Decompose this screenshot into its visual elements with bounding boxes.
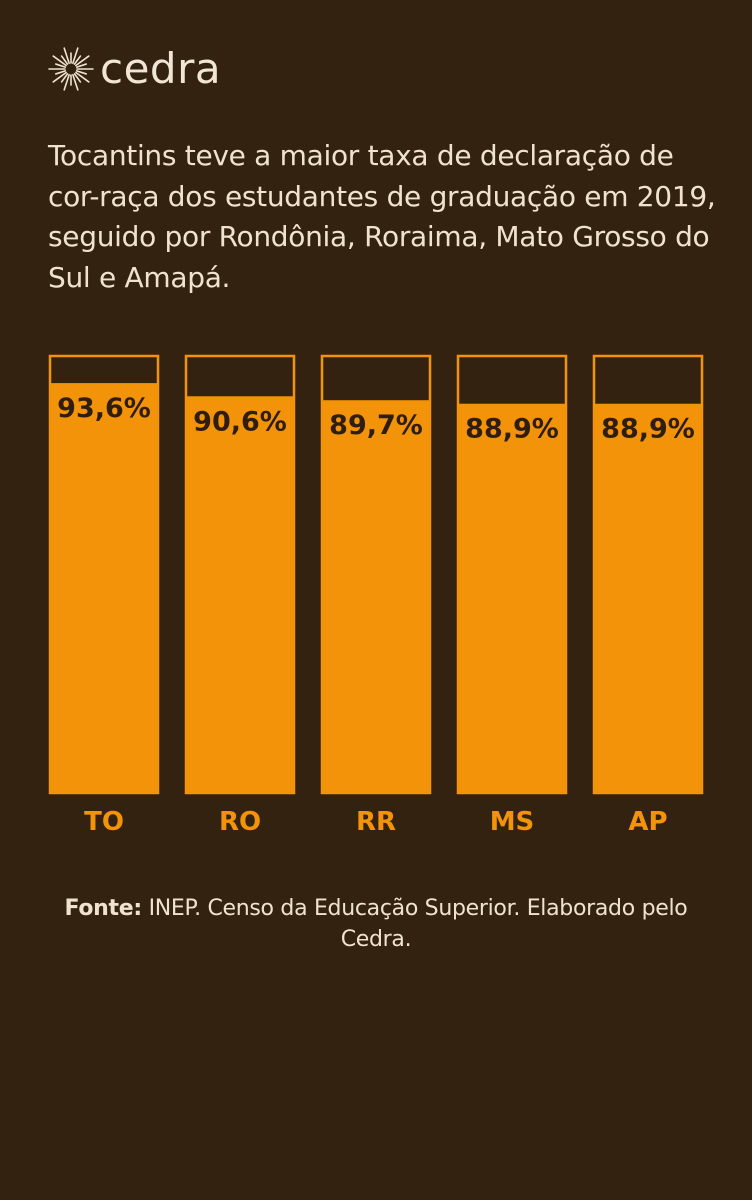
sun-ray <box>63 47 70 65</box>
sun-ray <box>72 47 79 65</box>
category-label: RO <box>219 807 261 837</box>
brand-name: cedra <box>100 44 222 93</box>
sun-ray <box>60 73 69 83</box>
sun-ray <box>54 63 67 68</box>
category-label: MS <box>490 807 535 837</box>
value-label: 88,9% <box>465 414 559 445</box>
bar-to <box>49 383 159 794</box>
source-label: Fonte: <box>64 896 143 921</box>
value-label: 89,7% <box>329 410 423 441</box>
category-label: AP <box>628 807 667 837</box>
sun-ray <box>75 63 88 68</box>
brand-logo: cedra <box>46 44 221 94</box>
sun-ray <box>73 73 82 83</box>
source-text: INEP. Censo da Educação Superior. Elabor… <box>141 896 688 952</box>
sun-ray <box>75 55 90 67</box>
sun-ray <box>52 71 67 83</box>
value-label: 93,6% <box>57 393 151 424</box>
bar-ms <box>457 403 567 794</box>
sun-ray <box>72 73 79 91</box>
sun-ray <box>73 55 82 65</box>
sun-ray <box>60 55 69 65</box>
sun-ray <box>54 70 67 75</box>
bar-chart: 93,6% TO 90,6% RO 89,7% RR 88,9% MS 88,9% AP <box>48 354 704 837</box>
bar-ro <box>185 396 295 794</box>
category-label: TO <box>84 807 124 837</box>
bar-rr <box>321 400 431 794</box>
category-label: RR <box>356 807 396 837</box>
sun-burst-icon <box>48 47 94 91</box>
bar-ap <box>593 403 703 794</box>
sun-ray <box>63 73 70 91</box>
value-label: 88,9% <box>601 414 695 445</box>
sun-ray <box>52 55 67 67</box>
sun-ray <box>75 70 88 75</box>
sun-ray <box>75 71 90 83</box>
value-label: 90,6% <box>193 406 287 437</box>
source-note: Fonte: INEP. Censo da Educação Superior.… <box>40 893 712 955</box>
headline: Tocantins teve a maior taxa de declaraçã… <box>48 139 716 294</box>
